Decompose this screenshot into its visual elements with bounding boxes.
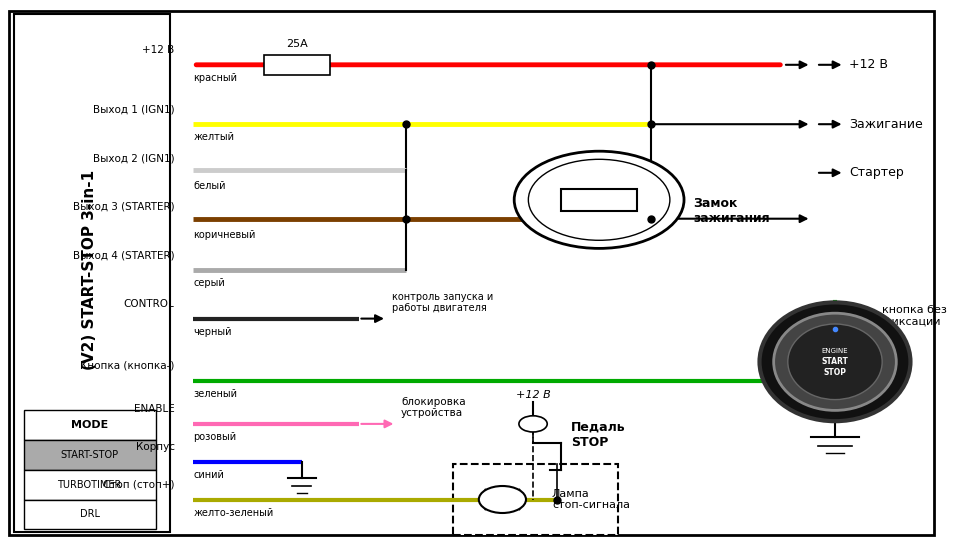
Text: желто-зеленый: желто-зеленый: [193, 508, 274, 518]
Ellipse shape: [759, 302, 910, 421]
Text: Стоп (стоп+): Стоп (стоп+): [103, 480, 175, 490]
FancyBboxPatch shape: [10, 11, 934, 535]
Text: ENABLE: ENABLE: [133, 404, 175, 414]
Text: +12 В: +12 В: [142, 45, 175, 55]
Text: черный: черный: [193, 327, 232, 337]
Text: белый: белый: [193, 181, 226, 191]
Text: Стартер: Стартер: [850, 166, 904, 179]
Bar: [24, 500, 156, 529]
Text: Зажигание: Зажигание: [850, 118, 923, 131]
Text: ENGINE: ENGINE: [822, 348, 849, 354]
Text: (V2) START-STOP 3-in-1: (V2) START-STOP 3-in-1: [83, 170, 97, 370]
Text: STOP: STOP: [824, 368, 847, 377]
Text: Выход 3 (STARTER): Выход 3 (STARTER): [73, 201, 175, 212]
Text: Выход 4 (STARTER): Выход 4 (STARTER): [73, 250, 175, 260]
Bar: [453, 464, 618, 535]
Text: MODE: MODE: [71, 420, 108, 430]
Text: контроль запуска и
работы двигателя: контроль запуска и работы двигателя: [392, 292, 492, 313]
Text: Лампа
стоп-сигнала: Лампа стоп-сигнала: [552, 489, 630, 510]
Bar: [24, 470, 156, 500]
Text: Корпус: Корпус: [135, 442, 175, 452]
Text: красный: красный: [193, 73, 237, 83]
Text: START: START: [822, 357, 849, 366]
Text: синий: синий: [193, 470, 225, 480]
Text: Кнопка (кнопка-): Кнопка (кнопка-): [81, 361, 175, 371]
Text: DRL: DRL: [80, 509, 100, 519]
Bar: [24, 410, 156, 440]
Bar: [24, 440, 156, 470]
Text: желтый: желтый: [193, 132, 234, 143]
Text: зеленый: зеленый: [193, 389, 237, 399]
Text: серый: серый: [193, 278, 226, 288]
Text: коричневый: коричневый: [193, 230, 255, 240]
Ellipse shape: [774, 313, 897, 410]
Text: START-STOP: START-STOP: [60, 450, 119, 460]
Text: LOCK  ON  START: LOCK ON START: [566, 156, 632, 165]
Text: +12 В: +12 В: [516, 389, 550, 400]
Text: Выход 1 (IGN1): Выход 1 (IGN1): [93, 104, 175, 114]
Circle shape: [528, 159, 670, 240]
Ellipse shape: [788, 324, 882, 400]
Text: блокировка
устройства: блокировка устройства: [401, 397, 466, 418]
Circle shape: [479, 486, 526, 513]
Circle shape: [519, 416, 547, 432]
FancyBboxPatch shape: [14, 14, 170, 532]
Text: кнопка без
фиксации: кнопка без фиксации: [882, 305, 947, 327]
Text: розовый: розовый: [193, 432, 236, 442]
Bar: [264, 55, 330, 75]
Text: Педаль
STOP: Педаль STOP: [571, 421, 625, 449]
Text: CONTROL: CONTROL: [124, 299, 175, 309]
Text: TURBOTIMER: TURBOTIMER: [58, 480, 122, 490]
Circle shape: [515, 151, 684, 248]
Text: 25A: 25A: [286, 38, 308, 49]
Text: +12 В: +12 В: [850, 58, 888, 71]
Text: Замок
зажигания: Замок зажигания: [693, 197, 770, 225]
Text: Выход 2 (IGN1): Выход 2 (IGN1): [93, 153, 175, 163]
Bar: [562, 189, 636, 211]
